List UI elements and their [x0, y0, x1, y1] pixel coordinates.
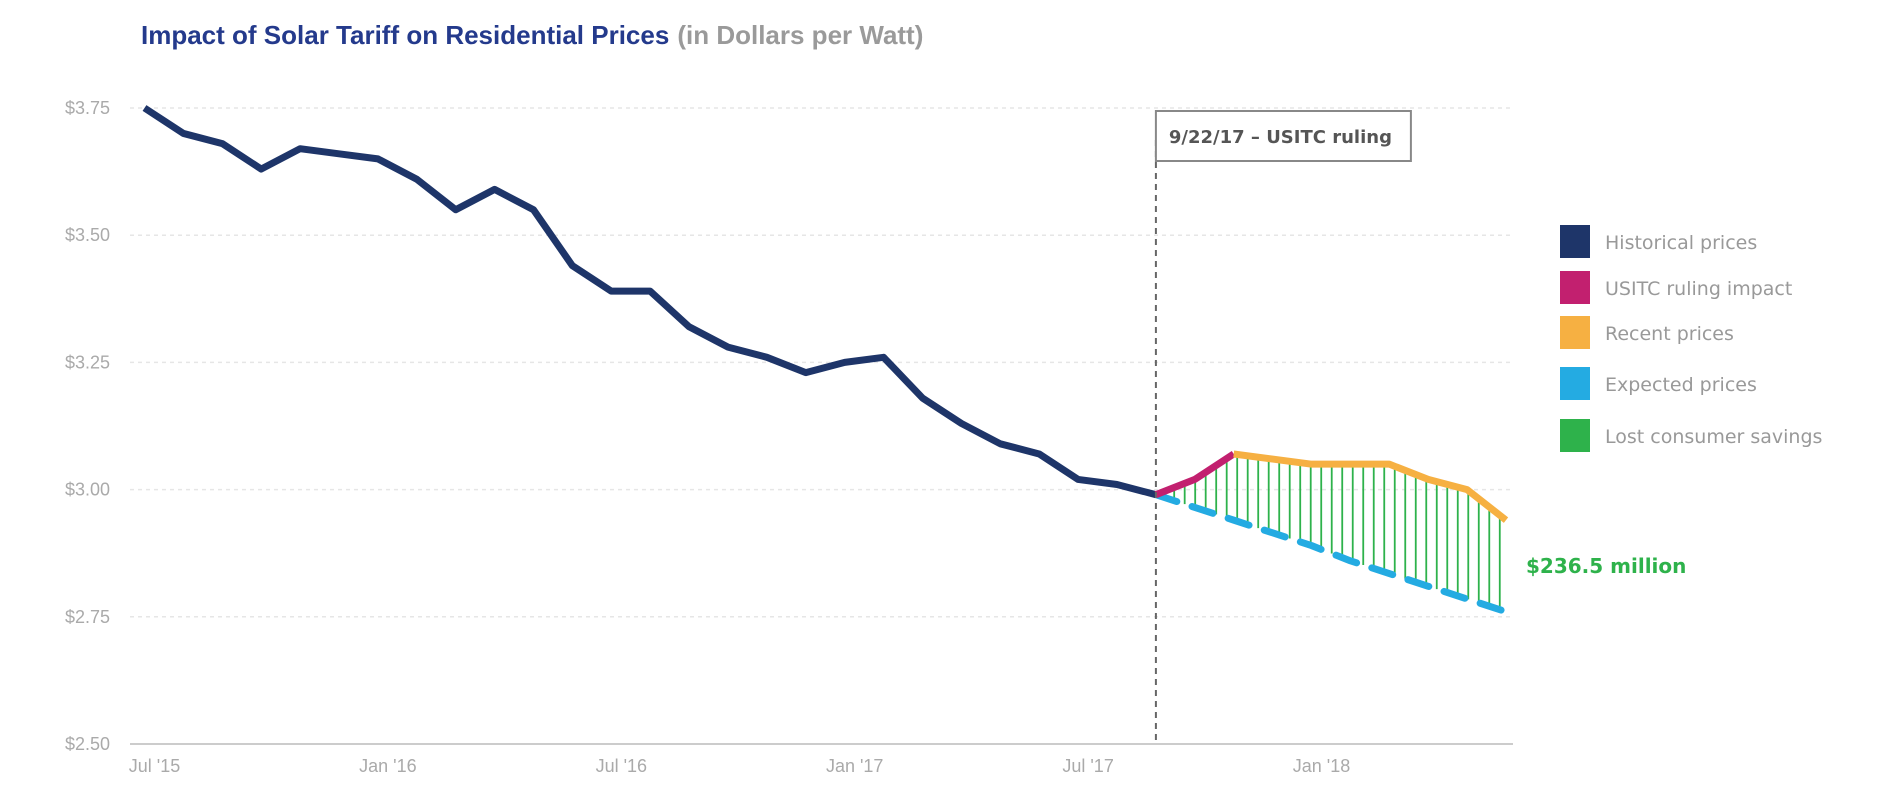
y-tick-label: $2.50 — [65, 734, 110, 754]
series-recent-prices — [1233, 450, 1509, 523]
ruling-label: 9/22/17 – USITC ruling — [1169, 127, 1392, 148]
x-tick-label: Jan '17 — [826, 756, 883, 776]
x-tick-label: Jul '17 — [1062, 756, 1113, 776]
legend-swatch — [1560, 316, 1590, 349]
gridlines — [130, 107, 1513, 745]
legend-label: Recent prices — [1605, 323, 1734, 345]
title-subtitle: (in Dollars per Watt) — [677, 20, 923, 50]
legend-item: Historical prices — [1560, 225, 1757, 258]
x-tick-label: Jan '16 — [359, 756, 416, 776]
y-tick-label: $2.75 — [65, 607, 110, 627]
savings-label: $236.5 million — [1526, 554, 1686, 578]
y-tick-label: $3.25 — [65, 352, 110, 372]
legend-label: Lost consumer savings — [1605, 426, 1822, 448]
title-main: Impact of Solar Tariff on Residential Pr… — [141, 20, 669, 50]
legend-item: Lost consumer savings — [1560, 419, 1822, 452]
x-tick-label: Jul '15 — [129, 756, 180, 776]
legend-swatch — [1560, 271, 1590, 304]
chart-title: Impact of Solar Tariff on Residential Pr… — [141, 20, 923, 50]
x-tick-label: Jan '18 — [1293, 756, 1350, 776]
series-expected-prices — [1152, 491, 1510, 616]
legend-item: Recent prices — [1560, 316, 1734, 349]
legend-swatch — [1560, 419, 1590, 452]
legend: Historical prices USITC ruling impact Rece… — [1560, 225, 1822, 452]
x-tick-label: Jul '16 — [596, 756, 647, 776]
legend-item: USITC ruling impact — [1560, 271, 1792, 304]
series-lines — [142, 105, 1510, 616]
y-axis: $3.75 $3.50 $3.25 $3.00 $2.75 $2.50 — [65, 98, 110, 754]
y-tick-label: $3.00 — [65, 480, 110, 500]
legend-label: Expected prices — [1605, 374, 1757, 396]
legend-swatch — [1560, 367, 1590, 400]
legend-label: Historical prices — [1605, 232, 1757, 254]
ruling-label-box — [1154, 110, 1412, 162]
legend-swatch — [1560, 225, 1590, 258]
x-axis: Jul '15 Jan '16 Jul '16 Jan '17 Jul '17 Jan '… — [129, 756, 1350, 776]
series-historical-prices — [142, 105, 1157, 499]
legend-label: USITC ruling impact — [1605, 278, 1792, 300]
lost-savings-hatch — [1162, 454, 1501, 610]
y-tick-label: $3.75 — [65, 98, 110, 118]
y-tick-label: $3.50 — [65, 225, 110, 245]
legend-item: Expected prices — [1560, 367, 1757, 400]
ruling-annotation: 9/22/17 – USITC ruling — [1154, 110, 1412, 744]
series-usitc-ruling-impact — [1154, 451, 1236, 498]
